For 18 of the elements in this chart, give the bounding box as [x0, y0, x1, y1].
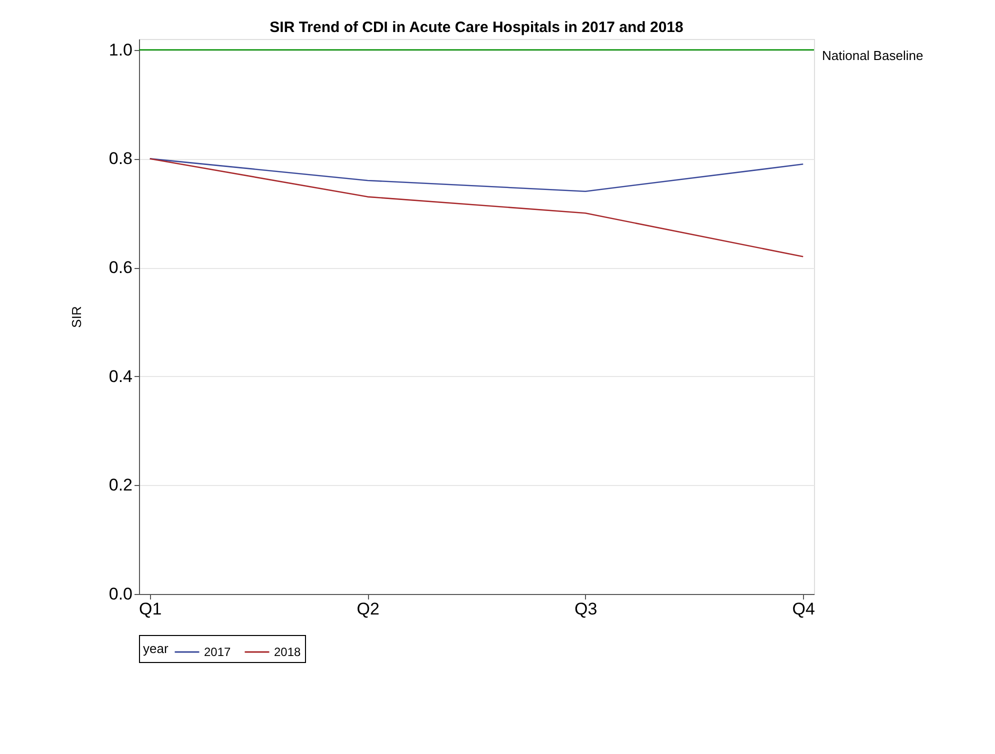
- chart-title: SIR Trend of CDI in Acute Care Hospitals in 2017 and 2018: [270, 19, 684, 36]
- y-tick-label: 0.8: [108, 149, 132, 168]
- y-tick-label: 1.0: [108, 40, 132, 60]
- line-series: [149, 158, 804, 258]
- legend-label: 2017: [204, 645, 232, 659]
- y-axis-title: SIR: [68, 306, 84, 328]
- x-tick-label: Q3: [574, 600, 598, 618]
- y-tick-label: 0.2: [108, 476, 132, 495]
- x-tick-label: Q4: [792, 600, 815, 618]
- legend-title: year: [143, 641, 169, 656]
- legend-label: 2018: [274, 645, 302, 659]
- y-tick-label: 0.4: [108, 366, 132, 386]
- x-tick-label: Q1: [139, 600, 162, 618]
- x-tick-label: Q2: [356, 600, 380, 618]
- y-tick-label: 0.0: [108, 584, 132, 604]
- y-tick-label: 0.6: [108, 258, 132, 278]
- line-series: [149, 158, 804, 192]
- ref-line-label: National Baseline: [822, 48, 924, 63]
